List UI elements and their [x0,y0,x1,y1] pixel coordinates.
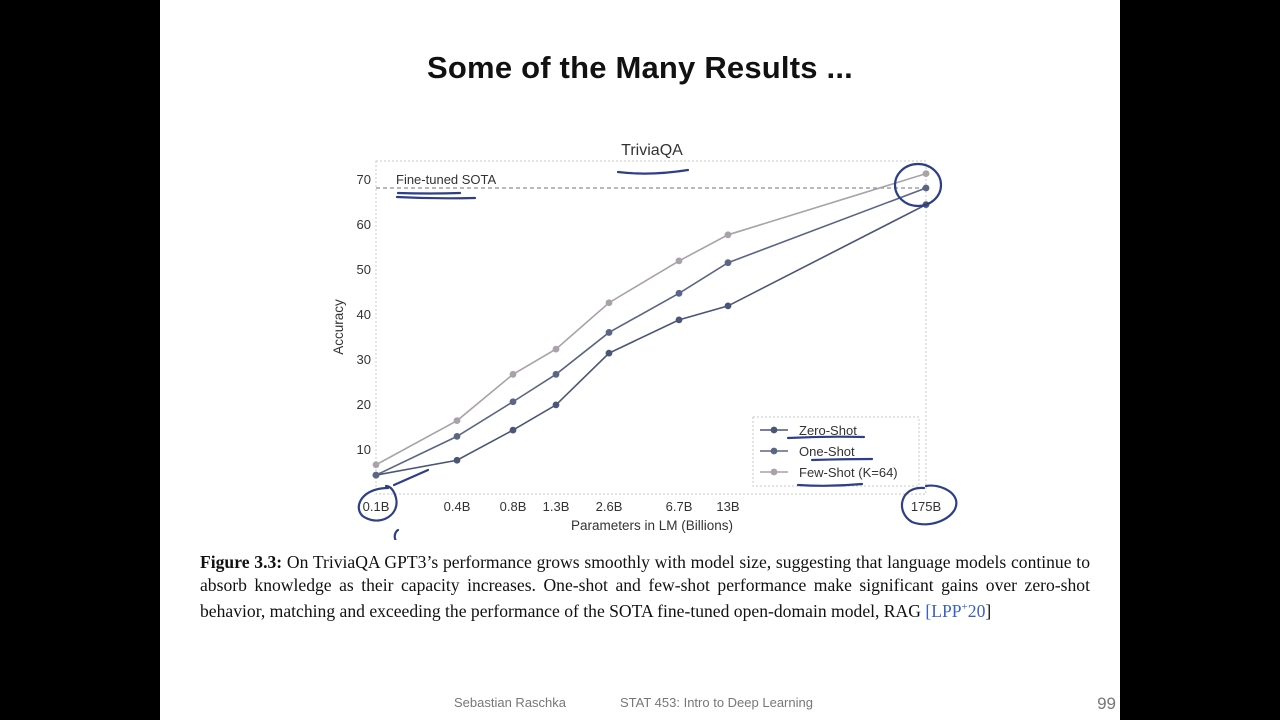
pen-annotations [357,162,958,540]
caption-label: Figure 3.3: [200,552,283,572]
figure-caption: Figure 3.3: On TriviaQA GPT3’s performan… [200,551,1090,622]
x-tick-label: 175B [911,499,941,514]
y-axis-ticks: 10 20 30 40 50 60 70 [357,172,371,457]
page-number: 99 [1097,694,1116,713]
data-point-few-shot [552,345,560,353]
citation-main: LPP [931,600,962,621]
x-tick-label: 2.6B [596,499,623,514]
data-point-few-shot [453,417,461,425]
data-point-one-shot [724,259,732,267]
y-axis-label: Accuracy [331,299,346,355]
data-point-few-shot [605,299,613,307]
citation-sup: + [961,601,968,613]
slide-title: Some of the Many Results ... [427,50,853,85]
y-tick-label: 10 [357,442,371,457]
arrow-0.1b-mark [392,468,430,487]
legend-label-one-shot: One-Shot [799,444,855,459]
one-shot-underline-mark [810,457,874,462]
series-line-few-shot [375,172,927,466]
footer-course: STAT 453: Intro to Deep Learning [620,695,813,710]
sota-underline-mark-2 [396,191,462,195]
data-point-zero-shot [675,316,683,324]
footer-author: Sebastian Raschka [454,695,567,710]
series-line-one-shot [375,187,927,476]
data-point-few-shot [724,231,732,239]
y-tick-label: 40 [357,307,371,322]
data-point-one-shot [675,289,683,297]
legend-marker-zero-shot [770,426,778,434]
data-point-few-shot [372,461,380,469]
data-point-one-shot [372,471,380,479]
data-point-one-shot [605,329,613,336]
citation-open: [ [925,600,932,621]
legend-marker-few-shot [770,468,778,476]
data-point-zero-shot [724,302,732,310]
legend-label-zero-shot: Zero-Shot [799,423,857,438]
x-tick-label: 13B [716,499,739,514]
legend-marker-one-shot [770,447,778,455]
x-tick-label: 1.3B [543,499,570,514]
y-tick-label: 50 [357,262,371,277]
data-point-one-shot [453,433,461,440]
series-group [372,170,930,479]
x-tick-label: 0.1B [363,499,390,514]
legend: Zero-Shot One-Shot Few-Shot (K=64) [752,416,920,487]
x-axis-label: Parameters in LM (Billions) [571,518,733,533]
x-tick-label: 6.7B [666,499,693,514]
data-point-one-shot [552,370,560,378]
few-shot-underline-mark [796,482,864,487]
circle-0.1b-mark [357,484,398,522]
series-line-zero-shot [375,203,927,476]
circle-top-right-mark [893,162,943,208]
data-point-zero-shot [552,401,560,409]
slide: Some of the Many Results ... TriviaQA 10… [160,0,1120,720]
citation-close: ] [985,600,992,621]
data-point-zero-shot [605,349,613,357]
trivia-qa-chart: TriviaQA 10 20 30 40 50 60 70 0.1B 0.4B 0.8B 1.3B… [331,142,958,540]
sota-underline-mark [395,195,477,200]
x-axis-ticks: 0.1B 0.4B 0.8B 1.3B 2.6B 6.7B 13B 175B [363,499,942,514]
legend-label-few-shot: Few-Shot (K=64) [799,465,898,480]
data-point-zero-shot [509,426,517,434]
zero-shot-underline-mark [786,435,866,440]
citation-link[interactable]: [LPP+20 [925,601,985,621]
data-point-one-shot [509,398,517,406]
title-underline-mark [616,168,690,175]
citation-year: 20 [967,600,986,621]
data-point-zero-shot [453,456,461,464]
caption-text: On TriviaQA GPT3’s performance grows smo… [200,552,1090,621]
x-tick-label: 0.8B [500,499,527,514]
plot-frame [375,160,927,495]
data-point-few-shot [922,170,930,178]
x-tick-label: 0.4B [444,499,471,514]
circle-175b-mark [901,484,958,526]
chart-title: TriviaQA [621,142,683,159]
data-point-one-shot [922,184,930,192]
y-tick-label: 30 [357,352,371,367]
reference-line-group: Fine-tuned SOTA [376,172,926,189]
data-point-few-shot [675,257,683,265]
y-tick-label: 20 [357,397,371,412]
y-tick-label: 60 [357,217,371,232]
y-tick-label: 70 [357,172,371,187]
data-point-few-shot [509,370,517,378]
sota-reference-label: Fine-tuned SOTA [396,172,497,187]
